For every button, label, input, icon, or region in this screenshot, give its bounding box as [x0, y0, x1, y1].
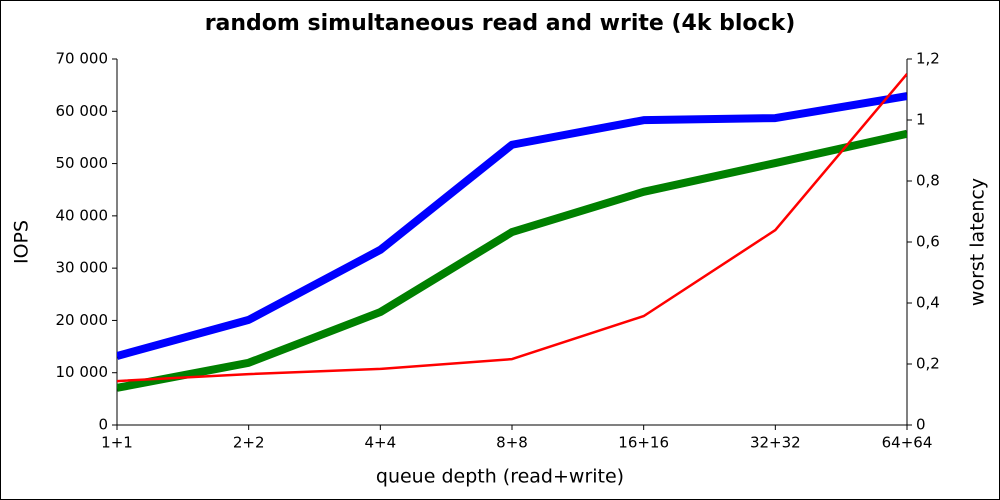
- series-line: [117, 92, 907, 360]
- y-axis-label: IOPS: [11, 220, 33, 264]
- y-tick-label: 0: [98, 416, 108, 434]
- y-tick-label: 10 000: [56, 363, 109, 381]
- x-tick-label: 16+16: [618, 434, 669, 452]
- y-tick-label: 70 000: [56, 50, 109, 68]
- x-tick-label: 4+4: [365, 434, 397, 452]
- y2-tick-label: 0,8: [916, 172, 940, 190]
- x-tick-label: 32+32: [750, 434, 801, 452]
- x-tick-label: 2+2: [233, 434, 265, 452]
- y-tick-label: 60 000: [56, 102, 109, 120]
- y-tick-label: 50 000: [56, 154, 109, 172]
- y2-tick-label: 1: [916, 111, 926, 129]
- x-tick-label: 64+64: [882, 434, 933, 452]
- y-tick-label: 40 000: [56, 206, 109, 224]
- series-line: [117, 73, 907, 383]
- y2-tick-label: 0,4: [916, 294, 940, 312]
- series-line: [117, 129, 907, 392]
- x-tick-label: 1+1: [101, 434, 133, 452]
- x-tick-label: 8+8: [496, 434, 528, 452]
- y-tick-label: 20 000: [56, 311, 109, 329]
- y2-axis-label: worst latency: [967, 178, 989, 306]
- y-tick-label: 30 000: [56, 259, 109, 277]
- y2-tick-label: 0,6: [916, 233, 940, 251]
- y2-tick-label: 0: [916, 416, 926, 434]
- y2-tick-label: 1,2: [916, 50, 940, 68]
- y2-tick-label: 0,2: [916, 355, 940, 373]
- x-axis-label: queue depth (read+write): [376, 466, 624, 488]
- chart-title: random simultaneous read and write (4k b…: [205, 11, 796, 36]
